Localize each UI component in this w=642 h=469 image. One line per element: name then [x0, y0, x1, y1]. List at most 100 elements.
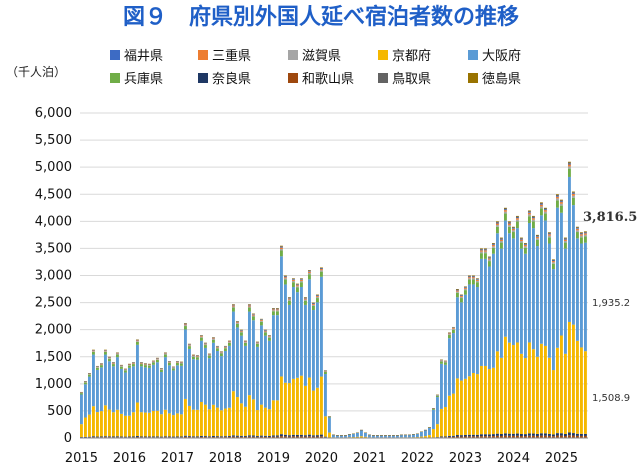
- bar-26-segment: [184, 398, 187, 436]
- bar-97-segment: [468, 436, 471, 439]
- bar-120-segment: [560, 203, 563, 206]
- bar-122-segment: [568, 163, 571, 165]
- bar-60-segment: [320, 268, 323, 270]
- bar-96-segment: [464, 287, 467, 289]
- bar-13-segment: [132, 436, 135, 438]
- bar-9-segment: [116, 353, 119, 355]
- bar-46-segment: [264, 435, 267, 437]
- bar-95-segment: [460, 436, 463, 438]
- bar-105-segment: [500, 239, 503, 241]
- bar-55-segment: [300, 375, 303, 435]
- bar-94-segment: [456, 297, 459, 379]
- bar-110-segment: [520, 237, 523, 239]
- bar-23-segment: [172, 415, 175, 437]
- bar-95: [460, 294, 463, 438]
- bar-119-segment: [556, 207, 559, 348]
- legend-swatch-5: [110, 73, 120, 83]
- bar-48-segment: [272, 315, 275, 401]
- legend-label-4: 大阪府: [482, 49, 521, 64]
- bar-104-segment: [496, 221, 499, 222]
- bar-103-segment: [492, 246, 495, 248]
- bar-71-segment: [364, 436, 367, 438]
- bar-118-segment: [552, 259, 555, 261]
- bar-58-segment: [312, 436, 315, 438]
- bar-33-segment: [212, 404, 215, 436]
- bar-7-segment: [108, 436, 111, 438]
- bar-84-segment: [416, 437, 419, 438]
- bar-102-segment: [488, 257, 491, 259]
- bar-51-segment: [284, 434, 287, 437]
- bar-126-segment: [584, 232, 587, 234]
- bar-88-segment: [432, 408, 435, 410]
- bar-43-segment: [252, 436, 255, 438]
- bar-93-segment: [452, 328, 455, 329]
- bar-52-segment: [288, 298, 291, 300]
- bar-114-segment: [536, 238, 539, 240]
- bar-96-segment: [464, 290, 467, 295]
- bar-8-segment: [112, 363, 115, 365]
- bar-58: [312, 302, 315, 438]
- bar-98-segment: [472, 278, 475, 280]
- bar-93-segment: [452, 328, 455, 330]
- bar-100-segment: [480, 251, 483, 254]
- bar-29-segment: [196, 359, 199, 410]
- bar-1-segment: [84, 436, 87, 438]
- bar-119-segment: [556, 198, 559, 201]
- bar-14-segment: [136, 341, 139, 345]
- bar-94-segment: [456, 290, 459, 292]
- bar-36-segment: [224, 350, 227, 409]
- bar-113-segment: [532, 217, 535, 219]
- bar-68-segment: [352, 433, 355, 438]
- bar-103-segment: [492, 247, 495, 254]
- bar-29-segment: [196, 357, 199, 360]
- bar-104-segment: [496, 351, 499, 434]
- bar-60-segment: [320, 267, 323, 269]
- bar-68-segment: [352, 437, 355, 438]
- bar-108: [512, 226, 515, 438]
- bar-54-segment: [296, 286, 299, 288]
- bar-57-segment: [308, 377, 311, 435]
- bar-4-segment: [96, 367, 99, 368]
- bar-117-segment: [548, 233, 551, 235]
- bar-24: [176, 361, 179, 438]
- y-tick-4: 2,000: [35, 323, 72, 338]
- bar-17-segment: [148, 365, 151, 368]
- bar-26-segment: [184, 326, 187, 330]
- bar-27: [188, 343, 191, 438]
- bar-52: [288, 297, 291, 438]
- bar-105-segment: [500, 238, 503, 239]
- bar-31-segment: [204, 345, 207, 348]
- bar-57-segment: [308, 274, 311, 280]
- bar-53-segment: [292, 287, 295, 379]
- bar-90-segment: [440, 363, 443, 409]
- bar-103-segment: [492, 253, 495, 368]
- bar-10-segment: [120, 413, 123, 437]
- bar-116-segment: [544, 209, 547, 211]
- bar-21-segment: [164, 353, 167, 355]
- bar-39-segment: [236, 436, 239, 438]
- bar-21-segment: [164, 353, 167, 354]
- bar-34-segment: [216, 407, 219, 437]
- y-tick-3: 1,500: [35, 350, 72, 365]
- bar-39-segment: [236, 322, 239, 324]
- bar-93-segment: [452, 393, 455, 436]
- bar-96-segment: [464, 434, 467, 437]
- legend-label-3: 京都府: [392, 49, 431, 64]
- bar-53-segment: [292, 279, 295, 281]
- bar-122-segment: [568, 164, 571, 167]
- bar-111-segment: [524, 358, 527, 435]
- bar-112-segment: [528, 433, 531, 436]
- bar-94-segment: [456, 289, 459, 291]
- bar-26-segment: [184, 324, 187, 326]
- bar-59-segment: [316, 296, 319, 299]
- bar-3: [92, 349, 95, 438]
- bar-117-segment: [548, 357, 551, 434]
- bar-45-segment: [260, 436, 263, 438]
- bar-48-segment: [272, 309, 275, 311]
- bar-51-segment: [284, 436, 287, 439]
- bar-45: [260, 318, 263, 438]
- bar-93-segment: [452, 333, 455, 394]
- bar-107-segment: [508, 435, 511, 438]
- bar-56-segment: [304, 436, 307, 438]
- bar-80-segment: [400, 434, 403, 438]
